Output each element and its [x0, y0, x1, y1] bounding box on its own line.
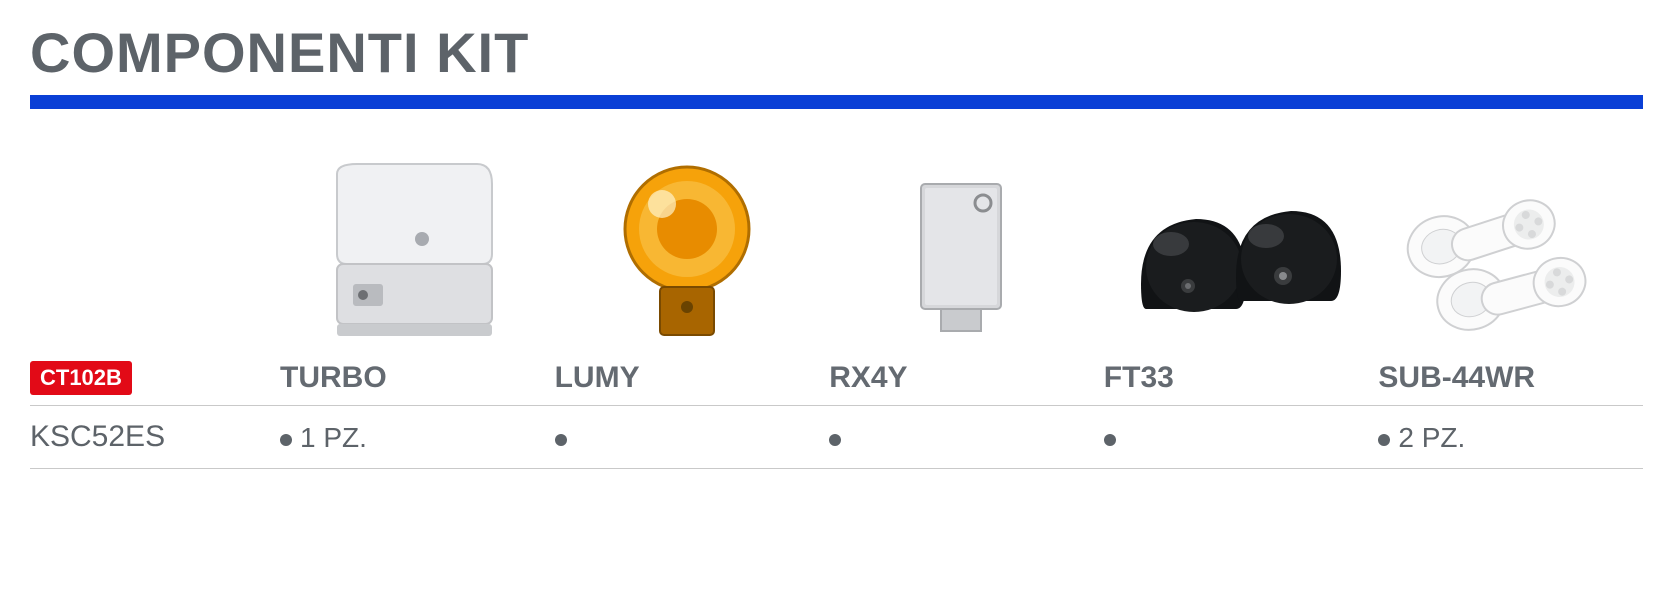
column-header: SUB-44WR — [1378, 361, 1643, 395]
component-image-lumy — [555, 139, 820, 339]
component-image-row — [30, 139, 1643, 339]
kit-code: KSC52ES — [30, 420, 270, 454]
column-header: RX4Y — [829, 361, 1094, 395]
bullet-icon — [829, 434, 841, 446]
bullet-icon — [555, 434, 567, 446]
quantity-cell: 1 PZ. — [280, 422, 545, 454]
column-header: FT33 — [1104, 361, 1369, 395]
quantity-cell — [555, 422, 820, 454]
quantity-cell — [1104, 422, 1369, 454]
receiver-icon — [911, 179, 1011, 339]
quantity-cell — [829, 422, 1094, 454]
photocell-icon — [1126, 189, 1346, 339]
component-image-sub44wr — [1378, 139, 1643, 339]
bullet-icon — [280, 434, 292, 446]
section-title: COMPONENTI KIT — [30, 20, 1643, 85]
component-image-rx4y — [829, 139, 1094, 339]
component-image-turbo — [280, 139, 545, 339]
remote-icon — [1391, 189, 1631, 339]
lamp-icon — [612, 159, 762, 339]
bullet-icon — [1378, 434, 1390, 446]
kit-badge-cell: CT102B — [30, 361, 270, 395]
kit-badge: CT102B — [30, 361, 132, 395]
motor-icon — [317, 159, 507, 339]
table-header-row: CT102B TURBO LUMY RX4Y FT33 SUB-44WR — [30, 361, 1643, 406]
table-row: KSC52ES 1 PZ. 2 PZ. — [30, 406, 1643, 469]
quantity-text: 1 PZ. — [300, 422, 367, 453]
bullet-icon — [1104, 434, 1116, 446]
quantity-text: 2 PZ. — [1398, 422, 1465, 453]
column-header: LUMY — [555, 361, 820, 395]
accent-bar — [30, 95, 1643, 109]
quantity-cell: 2 PZ. — [1378, 422, 1643, 454]
column-header: TURBO — [280, 361, 545, 395]
component-image-ft33 — [1104, 139, 1369, 339]
